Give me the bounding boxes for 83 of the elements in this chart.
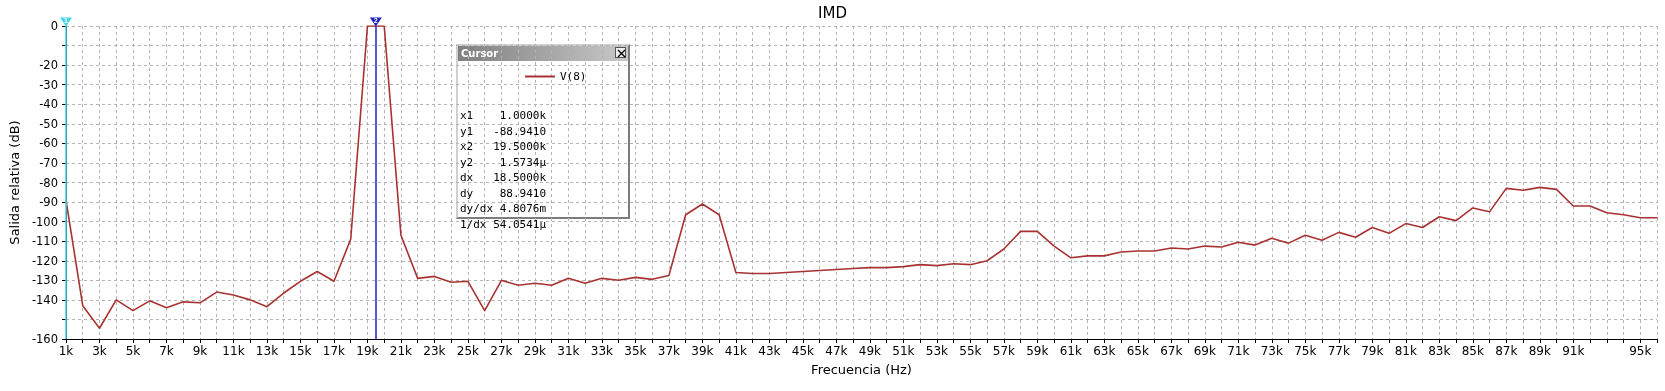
x-tick-label: 81k <box>1394 344 1417 358</box>
x-tick-label: 39k <box>691 344 714 358</box>
x-tick-label: 47k <box>825 344 848 358</box>
x-tick-label: 57k <box>992 344 1016 358</box>
x-tick-label: 73k <box>1260 344 1283 358</box>
x-tick-label: 3k <box>92 344 107 358</box>
y-tick-label: -130 <box>31 273 58 288</box>
x-tick-label: 15k <box>289 344 312 358</box>
x-tick-label: 63k <box>1093 344 1116 358</box>
y-tick-label: -50 <box>39 116 58 131</box>
annotation: 1.0000k <box>498 108 547 124</box>
x-tick-label: 49k <box>858 344 882 358</box>
annotation: 1.5734µ <box>498 154 547 170</box>
y-tick-label: -40 <box>39 97 58 112</box>
x-tick-label: 19k <box>356 344 379 358</box>
x-tick-label: 85k <box>1461 344 1484 358</box>
annotation: Cursor <box>461 47 499 61</box>
annotation: dx <box>460 170 475 186</box>
y-tick-label: -90 <box>39 195 58 210</box>
x-tick-label: 31k <box>557 344 580 358</box>
x-tick-label: 91k <box>1562 344 1585 358</box>
x-tick-label: 89k <box>1528 344 1551 358</box>
x-tick-label: 61k <box>1059 344 1082 358</box>
y-tick-label: -80 <box>39 175 58 190</box>
y-tick-label: 0 <box>50 19 58 33</box>
annotation: y1 <box>460 123 475 139</box>
x-tick-label: 71k <box>1227 344 1250 358</box>
x-tick-label: 11k <box>222 344 245 358</box>
x-tick-label: 5k <box>125 344 141 358</box>
x-tick-label: 21k <box>389 344 413 358</box>
x-tick-label: 25k <box>456 344 480 358</box>
y-tick-label: -110 <box>31 234 58 249</box>
x-tick-label: 77k <box>1327 344 1350 358</box>
chart-title: IMD <box>818 3 847 22</box>
x-tick-label: 51k <box>892 344 915 358</box>
x-tick-label: 79k <box>1361 344 1384 358</box>
x-tick-label: 9k <box>192 344 208 358</box>
annotation: 88.9410 <box>498 185 547 201</box>
x-tick-label: 69k <box>1193 344 1216 358</box>
annotation: 19.5000k <box>493 139 547 155</box>
x-tick-label: 67k <box>1160 344 1183 358</box>
annotation: 18.5000k <box>493 170 547 186</box>
x-tick-label: 55k <box>959 344 982 358</box>
y-tick-label: -120 <box>31 253 58 268</box>
y-tick-label: -70 <box>39 155 58 170</box>
x-tick-label: 95k <box>1629 344 1652 358</box>
annotation: -88.9410 <box>493 123 547 139</box>
legend-label: V(8) <box>560 70 587 83</box>
annotation: y2 <box>460 154 475 170</box>
x-tick-label: 1k <box>58 344 74 358</box>
x-tick-label: 37k <box>657 344 681 358</box>
annotation: dy <box>460 185 475 201</box>
x-tick-label: 43k <box>758 344 781 358</box>
x-tick-label: 23k <box>423 344 446 358</box>
y-tick-label: -100 <box>31 214 58 229</box>
x-tick-label: 7k <box>159 344 174 358</box>
x-tick-label: 17k <box>322 344 346 358</box>
x-tick-label: 33k <box>590 344 614 358</box>
annotation: x2 <box>460 139 475 155</box>
x-tick-label: 53k <box>925 344 949 358</box>
y-tick-label: -20 <box>39 58 58 73</box>
x-tick-label: 13k <box>255 344 279 358</box>
annotation: 54.0541µ <box>493 216 547 232</box>
annotation: 4.8076m <box>498 201 547 217</box>
annotation: 1/dx <box>460 216 488 232</box>
x-tick-label: 29k <box>523 344 547 358</box>
y-tick-label: -30 <box>39 77 58 92</box>
annotation: dy/dx <box>460 201 494 217</box>
x-tick-label: 27k <box>490 344 513 358</box>
y-axis-title: Salida relativa (dB) <box>7 120 22 245</box>
x-tick-label: 83k <box>1428 344 1451 358</box>
x-tick-label: 35k <box>624 344 647 358</box>
x-tick-label: 87k <box>1495 344 1518 358</box>
y-tick-label: -140 <box>31 292 58 307</box>
x-axis-title: Frecuencia (Hz) <box>811 362 912 377</box>
y-tick-label: -60 <box>39 136 58 151</box>
annotation: x1 <box>460 108 475 124</box>
x-tick-label: 59k <box>1026 344 1049 358</box>
x-tick-label: 75k <box>1294 344 1317 358</box>
x-tick-label: 65k <box>1126 344 1149 358</box>
x-tick-label: 41k <box>724 344 748 358</box>
x-tick-label: 45k <box>791 344 815 358</box>
y-tick-label: -160 <box>31 332 58 346</box>
